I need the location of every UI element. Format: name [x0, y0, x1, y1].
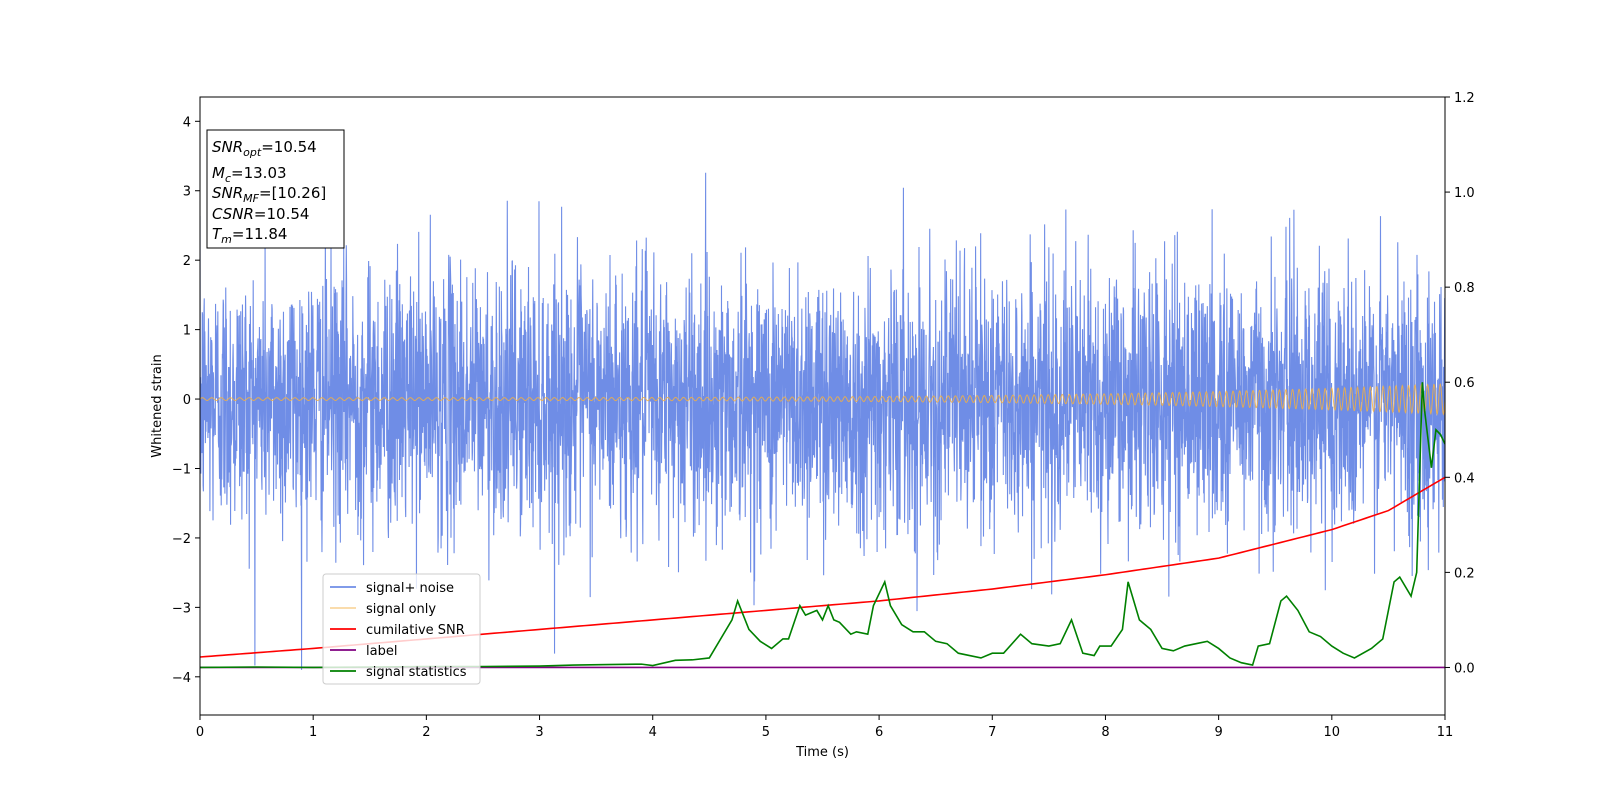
info-box: SNRopt=10.54 Mc=13.03SNRMF=[10.26]CSNR=10…: [206, 129, 345, 249]
legend: signal+ noise signal only cumilative SNR la…: [322, 573, 481, 685]
y2-tick-label: 0.2: [1454, 566, 1475, 581]
signal-only-series: [200, 383, 1445, 416]
y-tick-label: 1: [183, 324, 191, 339]
y2-tick-label: 1.0: [1454, 186, 1475, 201]
x-tick-label: 0: [196, 725, 204, 740]
legend-label: signal only: [366, 602, 436, 617]
info-box-frame: [206, 129, 345, 249]
x-tick-label: 1: [309, 725, 317, 740]
y-tick-label: 3: [183, 185, 191, 200]
x-axis-label: Time (s): [795, 745, 849, 760]
y-tick-label: 4: [183, 115, 191, 130]
signal-only-line: [200, 383, 1445, 416]
legend-label: signal+ noise: [366, 581, 454, 596]
x-tick-label: 11: [1437, 725, 1454, 740]
legend-label: label: [366, 644, 397, 659]
x-tick-label: 7: [988, 725, 996, 740]
y-tick-label: −4: [172, 671, 191, 686]
y-tick-label: 0: [183, 393, 191, 408]
x-tick-label: 3: [535, 725, 543, 740]
legend-frame: [322, 573, 481, 685]
x-tick-label: 10: [1324, 725, 1341, 740]
y2-tick-label: 1.2: [1454, 91, 1475, 106]
y2-tick-label: 0.4: [1454, 471, 1475, 486]
y2-tick-label: 0.6: [1454, 376, 1475, 391]
info-box-line: SNRMF=[10.26]: [212, 184, 326, 205]
y-tick-label: −2: [172, 532, 191, 547]
legend-label: cumilative SNR: [366, 623, 465, 638]
x-tick-label: 2: [422, 725, 430, 740]
y2-tick-label: 0.0: [1454, 661, 1475, 676]
x-axis-ticks: 0 1 2 3 4 5 6 7 8 9 10 11: [196, 715, 1453, 740]
info-box-line: Mc=13.03: [212, 164, 287, 185]
info-box-line: CSNR=10.54: [212, 205, 309, 223]
y-axis-ticks: 4 3 2 1 0 −1 −2 −3 −4: [172, 115, 200, 686]
x-tick-label: 4: [649, 725, 657, 740]
x-tick-label: 5: [762, 725, 770, 740]
x-tick-label: 6: [875, 725, 883, 740]
y2-tick-label: 0.8: [1454, 281, 1475, 296]
y-tick-label: −1: [172, 462, 191, 477]
y-axis-label: Whitened strain: [150, 354, 165, 457]
x-tick-label: 9: [1214, 725, 1222, 740]
x-tick-label: 8: [1101, 725, 1109, 740]
y2-axis-ticks: 1.2 1.0 0.8 0.6 0.4 0.2 0.0: [1445, 91, 1475, 676]
info-box-line: SNRopt=10.54: [212, 138, 317, 159]
info-box-line: Tm=11.84: [212, 225, 287, 246]
plot-frame: [199, 96, 1446, 716]
y-tick-label: 2: [183, 254, 191, 269]
legend-label: signal statistics: [366, 665, 467, 680]
signal-statistics-line: [200, 382, 1445, 669]
y-tick-label: −3: [172, 601, 191, 616]
